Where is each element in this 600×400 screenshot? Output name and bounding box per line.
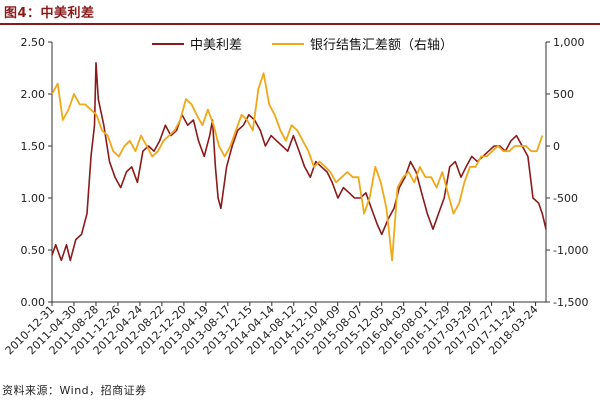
title-divider [0,23,600,25]
legend-label-spread: 中美利差 [190,38,242,53]
y-left-tick-label: 0.00 [21,296,46,309]
y-right-tick-label: -1,500 [553,296,588,309]
y-right-tick-label: 0 [553,140,560,153]
y-right-tick-label: -1,000 [553,244,588,257]
y-left-tick-label: 1.00 [21,192,46,205]
y-left-tick-label: 0.50 [21,244,46,257]
series-line-spread [51,61,547,262]
y-right-tick-label: 1,000 [553,36,585,49]
source-note: 资料来源：Wind，招商证券 [2,384,147,397]
series-line-fx-balance [51,72,544,262]
chart-title: 图4：中美利差 [4,6,95,21]
y-right-tick-label: 500 [553,88,574,101]
y-left-tick-label: 1.50 [21,140,46,153]
y-right-tick-label: -500 [553,192,578,205]
y-left-tick-label: 2.00 [21,88,46,101]
y-left-tick-label: 2.50 [21,36,46,49]
legend-label-fx: 银行结售汇差额（右轴） [310,37,453,53]
